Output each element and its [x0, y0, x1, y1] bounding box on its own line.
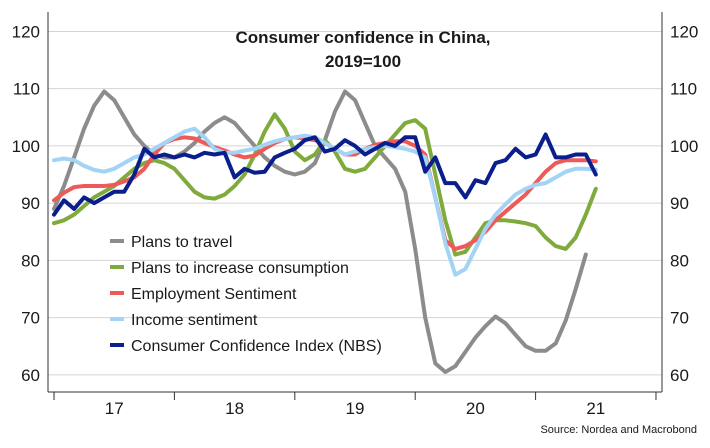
- legend: Plans to travel Plans to increase consump…: [110, 234, 382, 355]
- series-line-4: [52, 132, 598, 217]
- legend-label: Consumer Confidence Index (NBS): [131, 338, 382, 355]
- x-tick-label: 21: [586, 399, 605, 418]
- y-tick-label-left: 90: [21, 194, 40, 213]
- y-tick-label-left: 60: [21, 366, 40, 385]
- y-tick-label-right: 60: [670, 366, 689, 385]
- legend-label: Plans to increase consumption: [131, 260, 349, 277]
- series-line-0: [52, 89, 588, 374]
- x-tick-label: 19: [346, 399, 365, 418]
- source-note: Source: Nordea and Macrobond: [540, 424, 697, 436]
- y-tick-label-left: 70: [21, 309, 40, 328]
- y-tick-label-right: 110: [670, 80, 697, 99]
- x-tick-label: 20: [466, 399, 485, 418]
- y-tick-label-right: 70: [670, 309, 689, 328]
- y-tick-label-right: 80: [670, 251, 689, 270]
- chart-title: Consumer confidence in China,: [235, 28, 490, 47]
- legend-label: Plans to travel: [131, 234, 232, 251]
- y-tick-label-right: 120: [670, 22, 698, 41]
- legend-label: Employment Sentiment: [131, 286, 297, 303]
- axes: 60 60 70 70 80 80 90 90 100 100 110 110 120 120 17 18 19…: [12, 12, 698, 418]
- series-line-3: [52, 126, 598, 277]
- y-tick-label-left: 110: [13, 80, 40, 99]
- y-tick-label-left: 100: [12, 137, 40, 156]
- y-tick-label-left: 80: [21, 251, 40, 270]
- x-tick-label: 18: [225, 399, 244, 418]
- x-tick-label: 17: [105, 399, 124, 418]
- legend-label: Income sentiment: [131, 312, 258, 329]
- y-tick-label-right: 100: [670, 137, 698, 156]
- chart-subtitle: 2019=100: [325, 52, 401, 71]
- series-line-1: [52, 112, 598, 257]
- y-tick-label-left: 120: [12, 22, 40, 41]
- series-lines: [52, 89, 598, 374]
- y-tick-label-right: 90: [670, 194, 689, 213]
